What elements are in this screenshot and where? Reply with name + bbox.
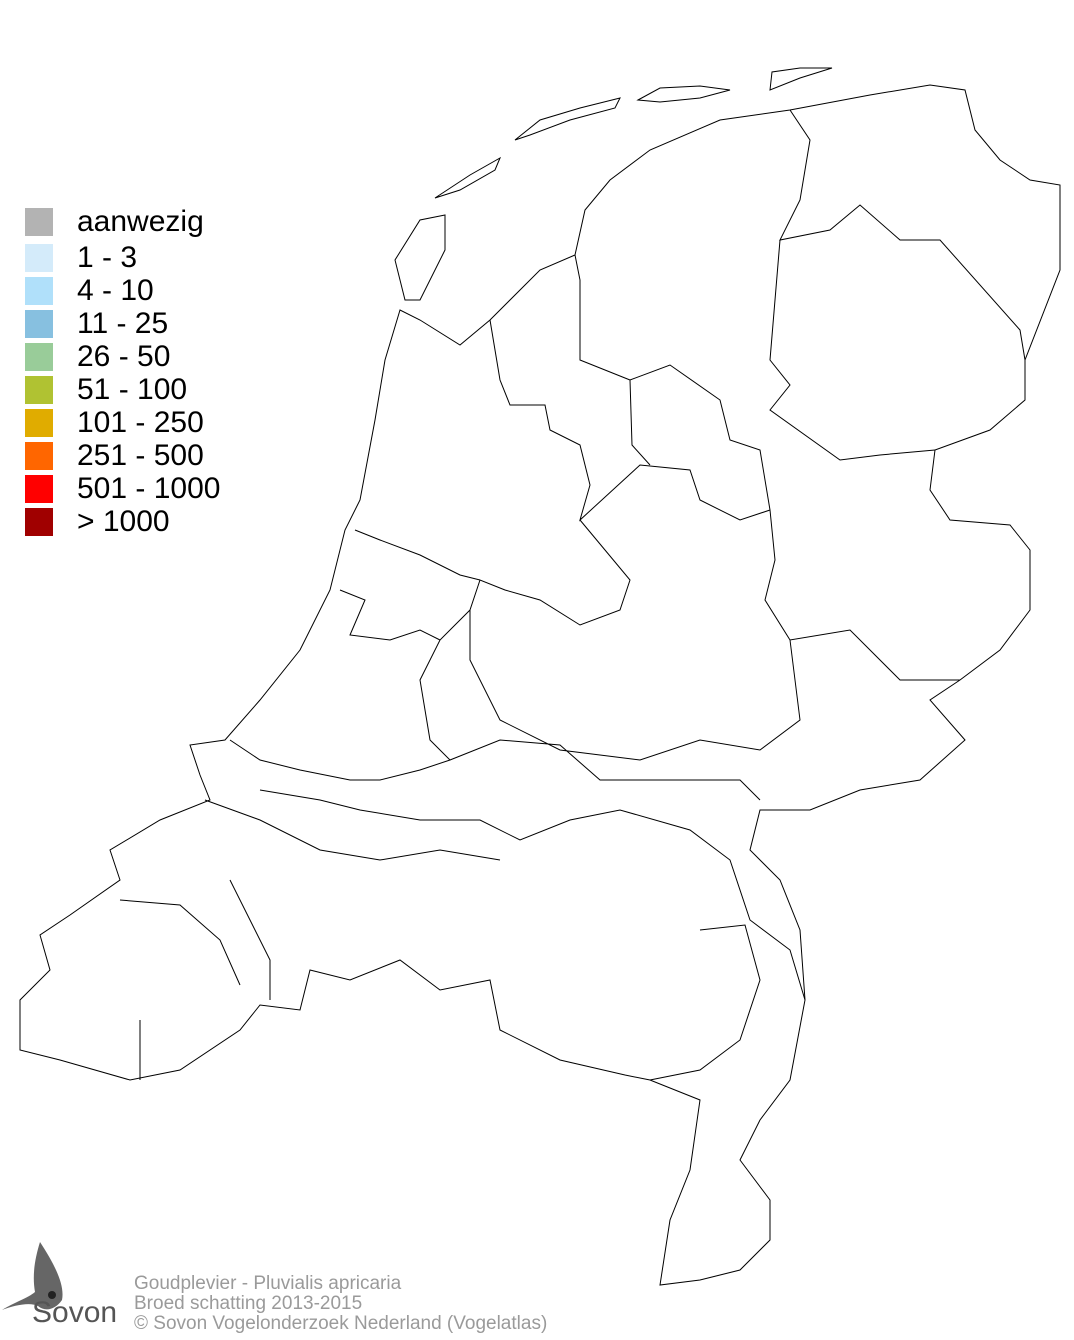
legend-item: 4 - 10	[25, 274, 220, 307]
legend-label: > 1000	[77, 504, 170, 538]
sovon-logo-text: Sovon	[32, 1296, 118, 1329]
legend-item: 101 - 250	[25, 406, 220, 439]
copyright: © Sovon Vogelonderzoek Nederland (Vogela…	[134, 1313, 548, 1334]
legend-item: 251 - 500	[25, 439, 220, 472]
legend-swatch	[25, 243, 53, 272]
legend-swatch	[25, 208, 53, 236]
legend-item: > 1000	[25, 505, 220, 538]
legend-label: 101 - 250	[77, 405, 204, 439]
legend-item: 11 - 25	[25, 307, 220, 340]
legend-swatch	[25, 342, 53, 371]
legend-item: 501 - 1000	[25, 472, 220, 505]
legend-label: 11 - 25	[77, 306, 169, 340]
legend-swatch	[25, 441, 53, 470]
legend-swatch	[25, 276, 53, 305]
island-schiermonnikoog	[769, 67, 833, 91]
legend-label: 26 - 50	[77, 339, 171, 373]
swallow-icon	[2, 1242, 63, 1310]
legend-label: aanwezig	[77, 205, 204, 238]
species-name: Goudplevier - Pluvialis apricaria	[134, 1273, 402, 1294]
island-vlieland	[434, 156, 502, 199]
estimate-period: Broed schatting 2013-2015	[134, 1293, 363, 1314]
legend-item: 51 - 100	[25, 373, 220, 406]
province-borders	[119, 109, 1026, 1081]
legend-item: 1 - 3	[25, 241, 220, 274]
legend-item: aanwezig	[25, 203, 220, 241]
legend-label: 501 - 1000	[77, 471, 221, 505]
map-caption: Goudplevier - Pluvialis apricaria Broed …	[134, 1274, 547, 1334]
legend-item: 26 - 50	[25, 340, 220, 373]
island-terschelling	[514, 97, 621, 141]
legend-swatch	[25, 375, 53, 404]
island-texel	[394, 214, 446, 301]
legend-swatch	[25, 507, 53, 536]
legend-swatch	[25, 309, 53, 338]
legend-label: 1 - 3	[77, 240, 138, 274]
island-ameland	[636, 85, 731, 103]
legend-swatch	[25, 408, 53, 437]
legend-label: 51 - 100	[77, 372, 188, 406]
legend-label: 4 - 10	[77, 273, 154, 307]
country-outline	[19, 84, 1061, 1286]
legend-label: 251 - 500	[77, 438, 204, 472]
legend-swatch	[25, 474, 53, 503]
